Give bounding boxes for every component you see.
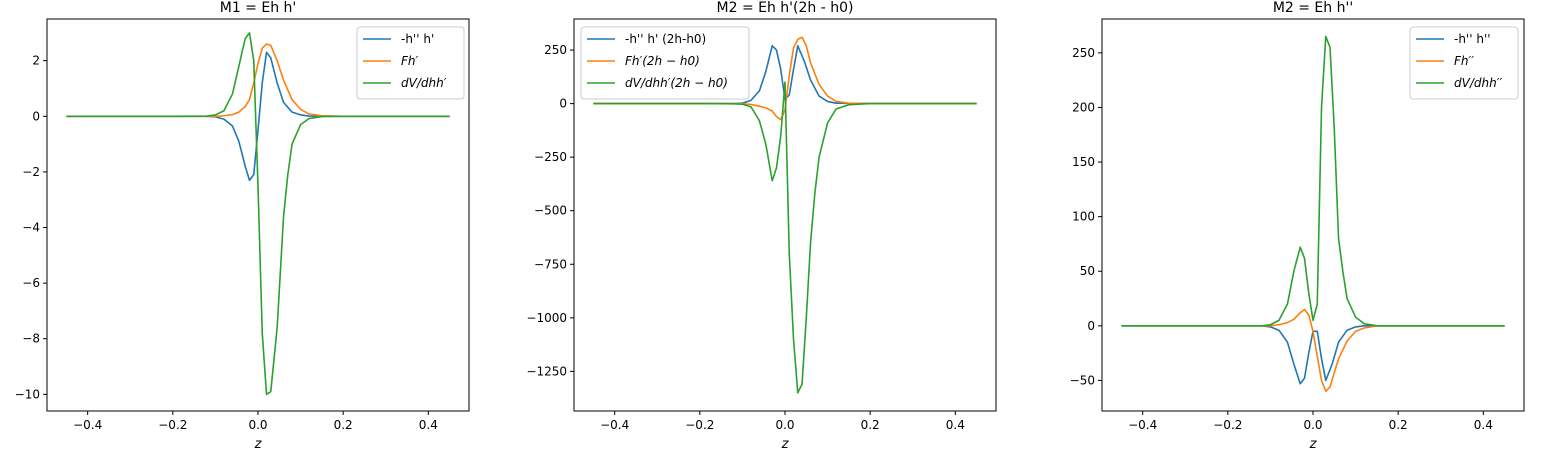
x-tick-label: 0.0 <box>1303 418 1322 432</box>
series-line-2 <box>66 43 450 118</box>
legend-label: -h'' h'' <box>1454 32 1491 46</box>
x-axis-label: z <box>1309 437 1318 450</box>
legend-label: dV/dhh′(2h − h0) <box>625 76 728 90</box>
y-tick-label: −50 <box>1070 373 1095 387</box>
legend-label: -h'' h' <box>401 32 434 46</box>
legend-frame <box>356 26 465 100</box>
chart-panel-2: −0.4 −0.2 0.0 0.2 0.4 −1250 −1000 −750 −500 −250 0… <box>526 0 997 450</box>
series-line-3 <box>1121 35 1505 327</box>
x-tick-label: 0.0 <box>248 418 267 432</box>
chart-title: M2 = Eh h'(2h - h0) <box>717 0 854 16</box>
y-tick-label: −10 <box>15 387 40 401</box>
series-line-2 <box>593 36 977 121</box>
x-tick-label: −0.4 <box>1128 418 1157 432</box>
y-tick-label: 2 <box>32 54 40 68</box>
x-tick-label: −0.2 <box>1213 418 1242 432</box>
x-tick-label: 0.2 <box>334 418 353 432</box>
chart-panel-3: −0.4 −0.2 0.0 0.2 0.4 −50 0 50 100 150 200 250 M2 = … <box>1070 0 1525 450</box>
y-tick-label: 200 <box>1072 100 1095 114</box>
y-tick-label: −4 <box>22 221 40 235</box>
legend-label: Fh′ <box>401 54 419 68</box>
chart-panel-1: −0.4 −0.2 0.0 0.2 0.4 −10 −8 −6 −4 −2 0 2 M1 = Eh h'… <box>15 0 470 450</box>
x-tick-label: 0.2 <box>861 418 880 432</box>
chart-title: M1 = Eh h' <box>220 0 297 16</box>
x-tick-label: −0.2 <box>685 418 714 432</box>
y-tick-label: 50 <box>1080 264 1095 278</box>
chart-title: M2 = Eh h'' <box>1273 0 1353 16</box>
y-tick-label: −8 <box>22 332 40 346</box>
y-tick-label: 150 <box>1072 155 1095 169</box>
x-tick-label: 0.4 <box>1474 418 1493 432</box>
x-tick-label: 0.4 <box>946 418 965 432</box>
series-line-2 <box>1121 308 1505 393</box>
x-tick-label: −0.2 <box>158 418 187 432</box>
x-axis-label: z <box>781 437 790 450</box>
series-line-3 <box>593 81 977 394</box>
series-line-1 <box>66 51 450 182</box>
y-tick-label: 0 <box>559 97 567 111</box>
x-tick-label: 0.4 <box>419 418 438 432</box>
y-tick-label: 0 <box>32 109 40 123</box>
legend-frame <box>580 26 750 100</box>
legend: -h'' h' (2h-h0) Fh′(2h − h0) dV/dhh′(2h − … <box>580 26 750 100</box>
legend-label: -h'' h' (2h-h0) <box>625 32 706 46</box>
x-tick-label: 0.2 <box>1389 418 1408 432</box>
y-tick-label: 0 <box>1087 319 1095 333</box>
y-tick-label: 250 <box>544 43 567 57</box>
y-tick-label: −1000 <box>526 311 567 325</box>
x-axis-label: z <box>254 437 263 450</box>
y-tick-label: −750 <box>534 257 567 271</box>
legend-label: dV/dhh′ <box>401 76 447 90</box>
y-tick-label: −1250 <box>526 364 567 378</box>
x-tick-label: 0.0 <box>775 418 794 432</box>
y-tick-label: 100 <box>1072 210 1095 224</box>
legend-label: Fh′(2h − h0) <box>625 54 700 68</box>
y-tick-label: −2 <box>22 165 40 179</box>
legend-frame <box>1409 26 1519 100</box>
legend-label: dV/dhh′′ <box>1454 76 1502 90</box>
x-tick-label: −0.4 <box>73 418 102 432</box>
y-tick-label: 250 <box>1072 46 1095 60</box>
series-line-3 <box>66 32 450 396</box>
legend: -h'' h'' Fh′′ dV/dhh′′ <box>1409 26 1519 100</box>
y-tick-label: −250 <box>534 150 567 164</box>
legend-label: Fh′′ <box>1454 54 1474 68</box>
x-tick-label: −0.4 <box>600 418 629 432</box>
y-tick-label: −6 <box>22 276 40 290</box>
legend: -h'' h' Fh′ dV/dhh′ <box>356 26 465 100</box>
y-tick-label: −500 <box>534 204 567 218</box>
